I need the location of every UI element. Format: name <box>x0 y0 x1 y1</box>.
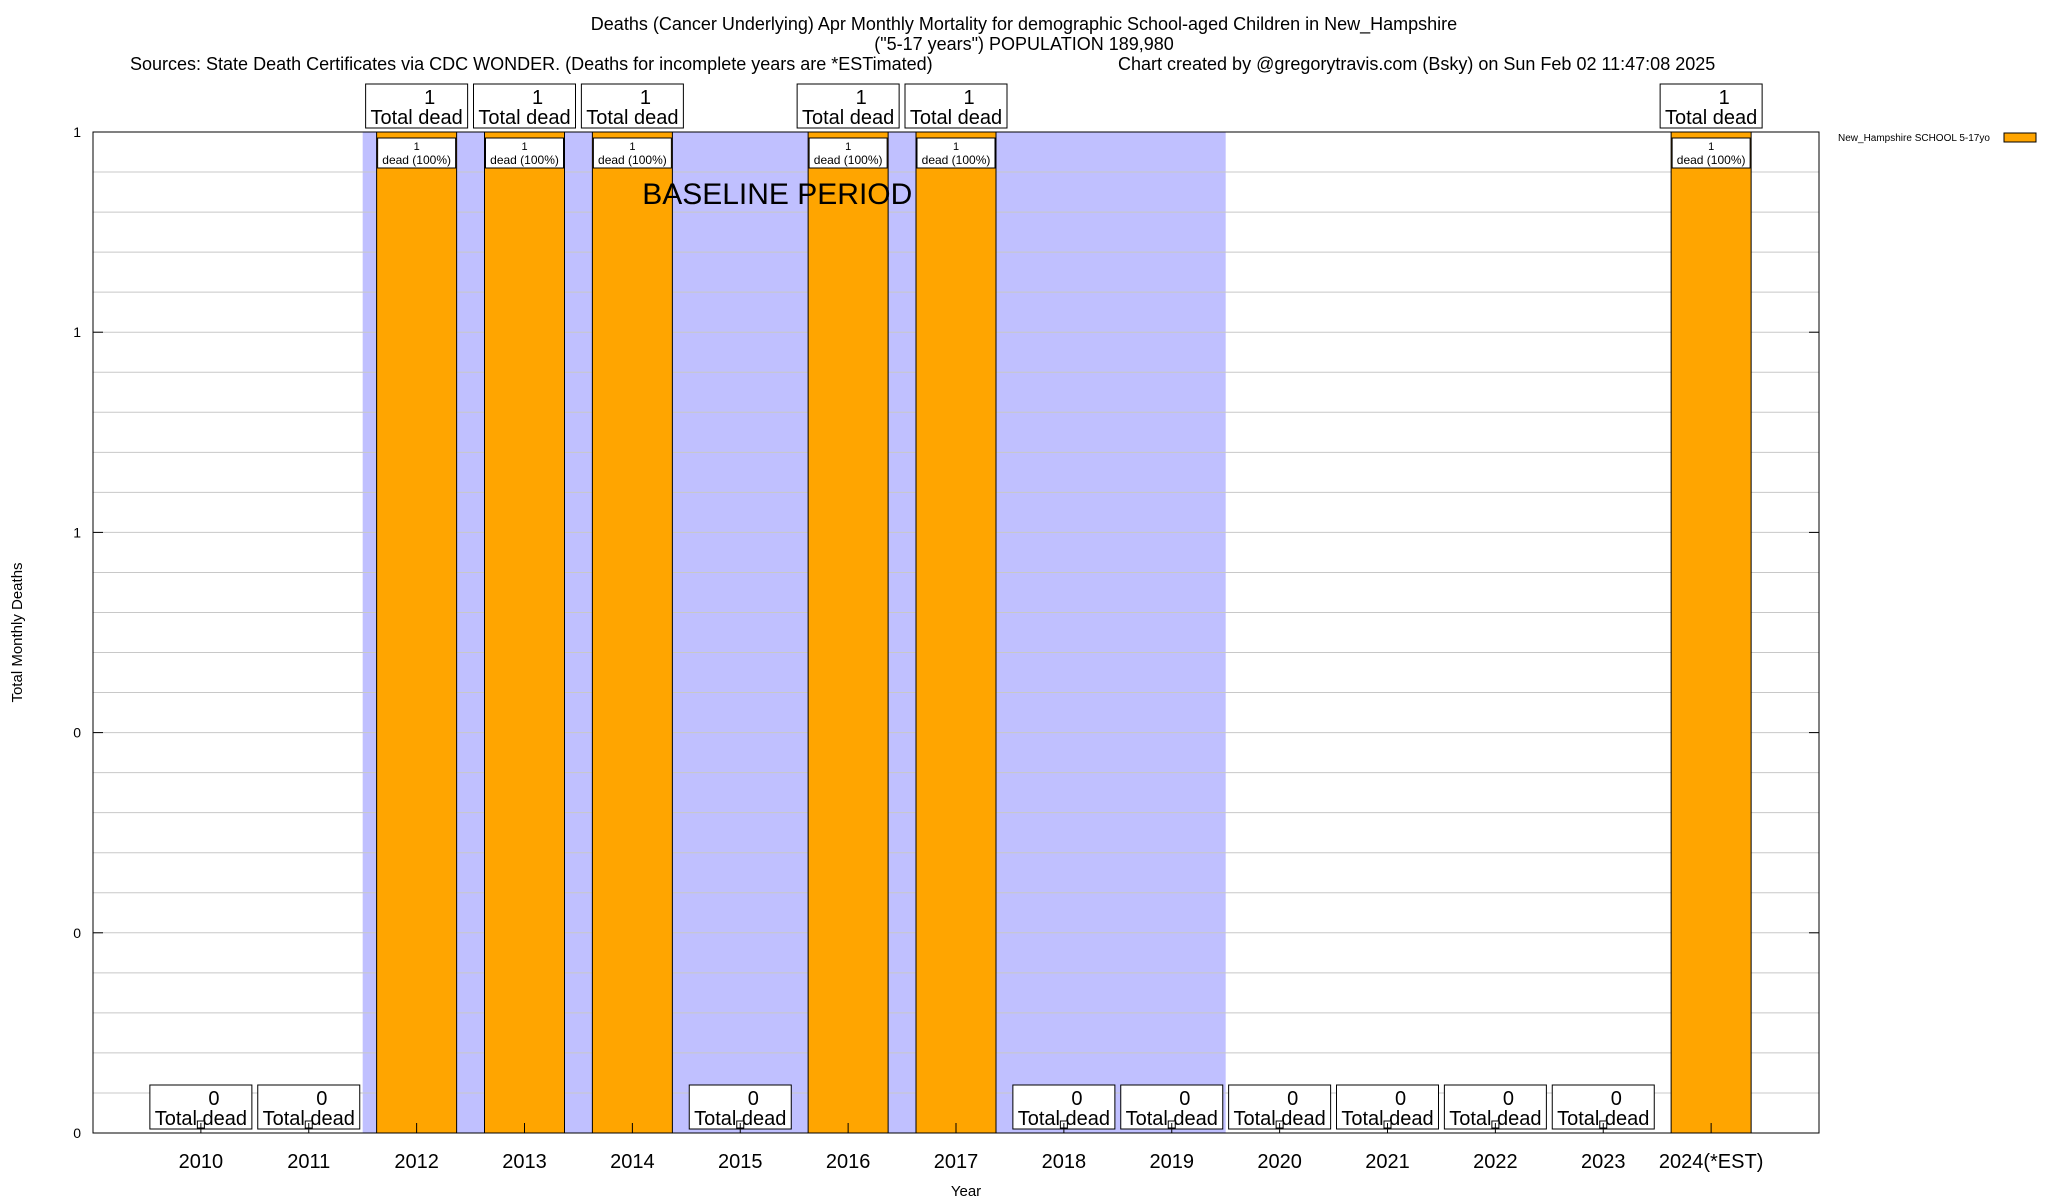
bar-label-text: dead (100%) <box>814 153 883 167</box>
bar-label-value: 1 <box>1708 141 1714 153</box>
bar-label-text: dead (100%) <box>922 153 991 167</box>
chart-credit: Chart created by @gregorytravis.com (Bsk… <box>1118 54 1716 74</box>
x-tick-label: 2023 <box>1581 1151 1626 1173</box>
bar-label-box <box>916 137 996 169</box>
total-label-text: Total dead <box>478 107 570 129</box>
total-label-text: Total dead <box>370 107 462 129</box>
total-label-box <box>580 83 684 129</box>
total-label-text: Total dead <box>586 107 678 129</box>
bar-label-box <box>808 137 888 169</box>
total-label-value: 0 <box>748 1088 759 1110</box>
total-label-value: 0 <box>208 1088 219 1110</box>
bar-label-value: 1 <box>953 141 959 153</box>
x-tick-label: 2011 <box>287 1151 330 1173</box>
bar-label-value: 1 <box>414 141 420 153</box>
total-label-value: 1 <box>424 87 435 109</box>
bar-2016 <box>807 131 889 1134</box>
bar-label-box <box>592 137 672 169</box>
total-label-value: 0 <box>1179 1088 1190 1110</box>
x-axis-title: Year <box>951 1183 981 1200</box>
bar-label-box <box>377 137 457 169</box>
y-tick-label: 0 <box>73 925 81 941</box>
total-label-box <box>1659 83 1763 129</box>
legend-label: New_Hampshire SCHOOL 5-17yo <box>1838 133 1990 144</box>
x-tick-label: 2020 <box>1257 1151 1302 1173</box>
y-tick-label: 1 <box>73 324 81 340</box>
bar-label-text: dead (100%) <box>1677 153 1746 167</box>
x-tick-label: 2016 <box>826 1151 871 1173</box>
y-tick-label: 0 <box>73 725 81 741</box>
bar-2014 <box>591 131 673 1134</box>
total-label-text: Total dead <box>910 107 1002 129</box>
x-tick-label: 2010 <box>179 1151 224 1173</box>
x-tick-label: 2014 <box>610 1151 655 1173</box>
total-label-value: 1 <box>640 87 651 109</box>
bar-label-box <box>485 137 564 169</box>
total-label-text: Total dead <box>694 1108 786 1130</box>
total-label-value: 0 <box>1395 1088 1406 1110</box>
total-label-box <box>904 83 1008 129</box>
bar-label-text: dead (100%) <box>490 153 559 167</box>
y-tick-label: 1 <box>73 524 81 540</box>
x-tick-label: 2019 <box>1150 1151 1195 1173</box>
x-tick-label: 2013 <box>502 1151 547 1173</box>
y-tick-label: 0 <box>73 1125 81 1141</box>
total-label-value: 1 <box>532 87 543 109</box>
bar-2012 <box>376 131 458 1134</box>
chart-subtitle: ("5-17 years") POPULATION 189,980 <box>874 34 1174 54</box>
bar-label-text: dead (100%) <box>598 153 667 167</box>
bar-2017 <box>915 131 997 1134</box>
x-tick-label: 2022 <box>1473 1151 1518 1173</box>
total-label-value: 1 <box>963 87 974 109</box>
total-label-text: Total dead <box>155 1108 247 1130</box>
total-label-box <box>365 83 469 129</box>
bar-2024(*EST) <box>1670 131 1752 1134</box>
total-label-value: 0 <box>316 1088 327 1110</box>
baseline-period-label: BASELINE PERIOD <box>642 178 912 211</box>
total-label-value: 1 <box>1719 87 1730 109</box>
y-tick-label: 1 <box>73 124 81 140</box>
total-label-value: 0 <box>1503 1088 1514 1110</box>
legend-swatch <box>2003 132 2037 143</box>
x-tick-label: 2021 <box>1365 1151 1410 1173</box>
total-label-value: 1 <box>856 87 867 109</box>
total-label-value: 0 <box>1071 1088 1082 1110</box>
sources-note: Sources: State Death Certificates via CD… <box>130 54 933 74</box>
total-label-text: Total dead <box>263 1108 355 1130</box>
total-label-box <box>796 83 900 129</box>
bar-label-value: 1 <box>521 141 527 153</box>
x-tick-label: 2017 <box>934 1151 979 1173</box>
total-label-value: 0 <box>1287 1088 1298 1110</box>
total-label-text: Total dead <box>802 107 894 129</box>
bar-label-text: dead (100%) <box>382 153 451 167</box>
total-label-value: 0 <box>1611 1088 1622 1110</box>
total-label-text: Total dead <box>1341 1108 1433 1130</box>
x-tick-label: 2012 <box>394 1151 439 1173</box>
bar-label-box <box>1671 137 1751 169</box>
x-tick-label: 2018 <box>1042 1151 1087 1173</box>
total-label-box <box>473 83 576 129</box>
x-tick-label: 2024(*EST) <box>1659 1151 1764 1173</box>
x-tick-label: 2015 <box>718 1151 763 1173</box>
y-axis-title: Total Monthly Deaths <box>9 562 26 702</box>
total-label-text: Total dead <box>1126 1108 1218 1130</box>
chart-title: Deaths (Cancer Underlying) Apr Monthly M… <box>590 14 1458 34</box>
total-label-text: Total dead <box>1665 107 1757 129</box>
total-label-text: Total dead <box>1233 1108 1325 1130</box>
bar-2013 <box>484 131 565 1134</box>
bar-label-value: 1 <box>845 141 851 153</box>
total-label-text: Total dead <box>1557 1108 1649 1130</box>
bar-label-value: 1 <box>629 141 635 153</box>
total-label-text: Total dead <box>1018 1108 1110 1130</box>
total-label-text: Total dead <box>1449 1108 1541 1130</box>
